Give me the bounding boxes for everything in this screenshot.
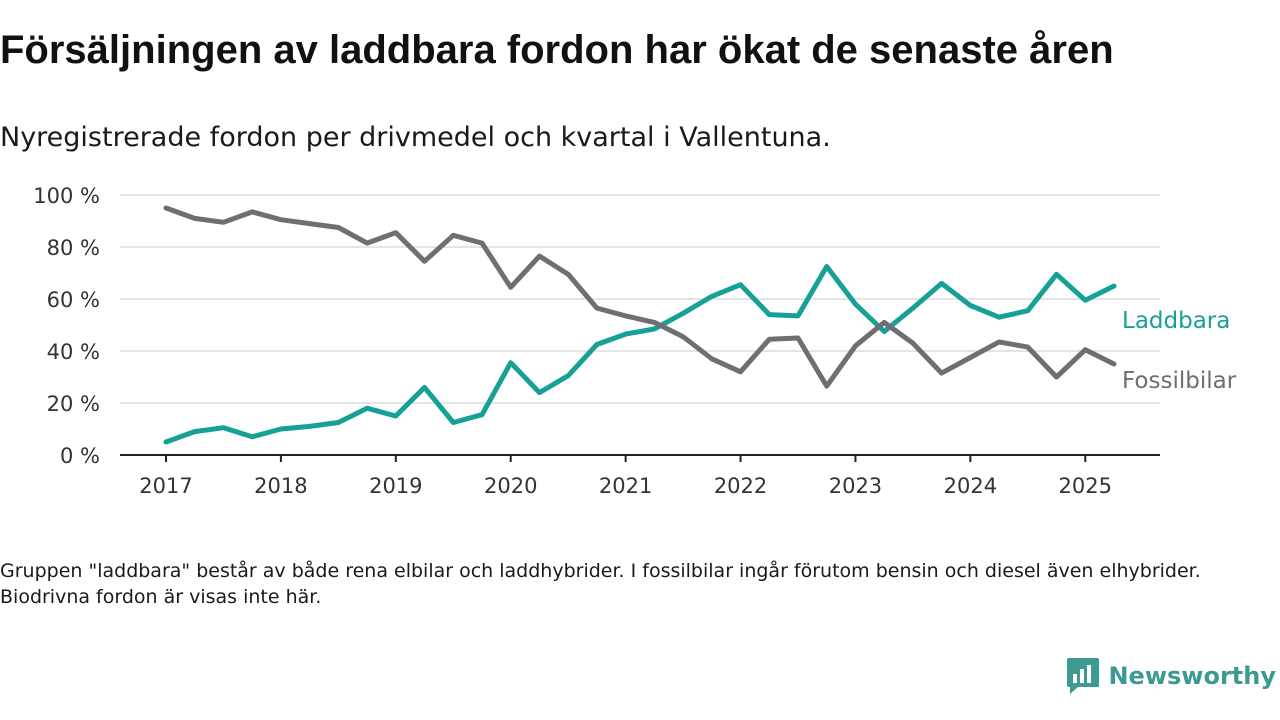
series-label-laddbara: Laddbara (1122, 308, 1230, 334)
y-tick-label: 80 % (47, 236, 100, 260)
x-tick-label: 2022 (714, 474, 767, 498)
brand: Newsworthy (1066, 656, 1276, 696)
y-tick-label: 0 % (60, 444, 100, 468)
line-chart: 0 % 20 % 40 % 60 % 80 % 100 % 2017 2018 2019 202… (33, 184, 1237, 498)
x-axis-tick-labels: 2017 2018 2019 2020 2021 2022 2023 2024 2025 (139, 455, 1112, 498)
series-end-labels: Laddbara Fossilbilar (1122, 308, 1237, 394)
y-tick-label: 20 % (47, 392, 100, 416)
x-tick-label: 2021 (599, 474, 652, 498)
chart-title: Försäljningen av laddbara fordon har öka… (0, 28, 1114, 72)
x-tick-label: 2018 (254, 474, 307, 498)
y-tick-label: 60 % (47, 288, 100, 312)
x-tick-label: 2023 (829, 474, 882, 498)
brand-name: Newsworthy (1108, 662, 1276, 690)
y-tick-label: 100 % (33, 184, 100, 208)
series-label-fossilbilar: Fossilbilar (1122, 368, 1237, 394)
x-tick-label: 2019 (369, 474, 422, 498)
series-line-fossilbilar (163, 205, 1117, 389)
gridlines (120, 194, 1160, 404)
x-tick-label: 2020 (484, 474, 537, 498)
x-tick-label: 2017 (139, 474, 192, 498)
series-lines (163, 205, 1117, 445)
newsworthy-chart-logo-icon (1067, 658, 1100, 694)
chart-subtitle: Nyregistrerade fordon per drivmedel och … (0, 122, 831, 153)
y-tick-label: 40 % (47, 340, 100, 364)
y-axis-tick-labels: 0 % 20 % 40 % 60 % 80 % 100 % (33, 184, 100, 468)
footnote: Gruppen "laddbara" består av både rena e… (0, 560, 1201, 608)
x-tick-label: 2025 (1059, 474, 1112, 498)
series-line-laddbara (163, 264, 1117, 445)
x-tick-label: 2024 (944, 474, 997, 498)
